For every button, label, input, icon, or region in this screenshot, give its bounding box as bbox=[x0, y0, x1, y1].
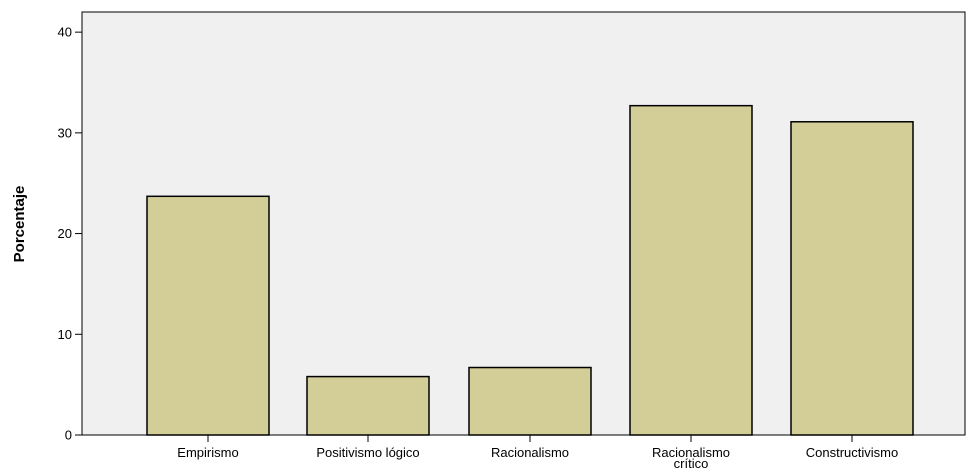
y-tick-label-1: 10 bbox=[58, 327, 72, 342]
bar-2 bbox=[468, 366, 592, 436]
y-tick-label-2: 20 bbox=[58, 226, 72, 241]
bar-3 bbox=[629, 104, 753, 436]
y-axis-title: Porcentaje bbox=[11, 186, 28, 263]
x-tick-label-4: Constructivismo bbox=[806, 445, 898, 460]
bar-1 bbox=[306, 375, 430, 436]
x-labels-group: Empirismo Positivismo lógico Racionalismo R… bbox=[177, 435, 898, 471]
bars-group bbox=[146, 104, 914, 436]
y-tick-label-4: 40 bbox=[58, 25, 72, 40]
x-tick-label-2: Racionalismo bbox=[491, 445, 569, 460]
bar-4 bbox=[790, 121, 914, 436]
x-tick-label-3: Racionalismo crítico bbox=[652, 445, 730, 471]
y-tick-label-3: 30 bbox=[58, 125, 72, 140]
y-tick-label-0: 0 bbox=[65, 428, 72, 443]
bar-0 bbox=[146, 195, 270, 436]
x-tick-label-0: Empirismo bbox=[177, 445, 238, 460]
x-tick-label-1: Positivismo lógico bbox=[316, 445, 419, 460]
y-ticks-group: 0 10 20 30 40 bbox=[58, 25, 82, 443]
